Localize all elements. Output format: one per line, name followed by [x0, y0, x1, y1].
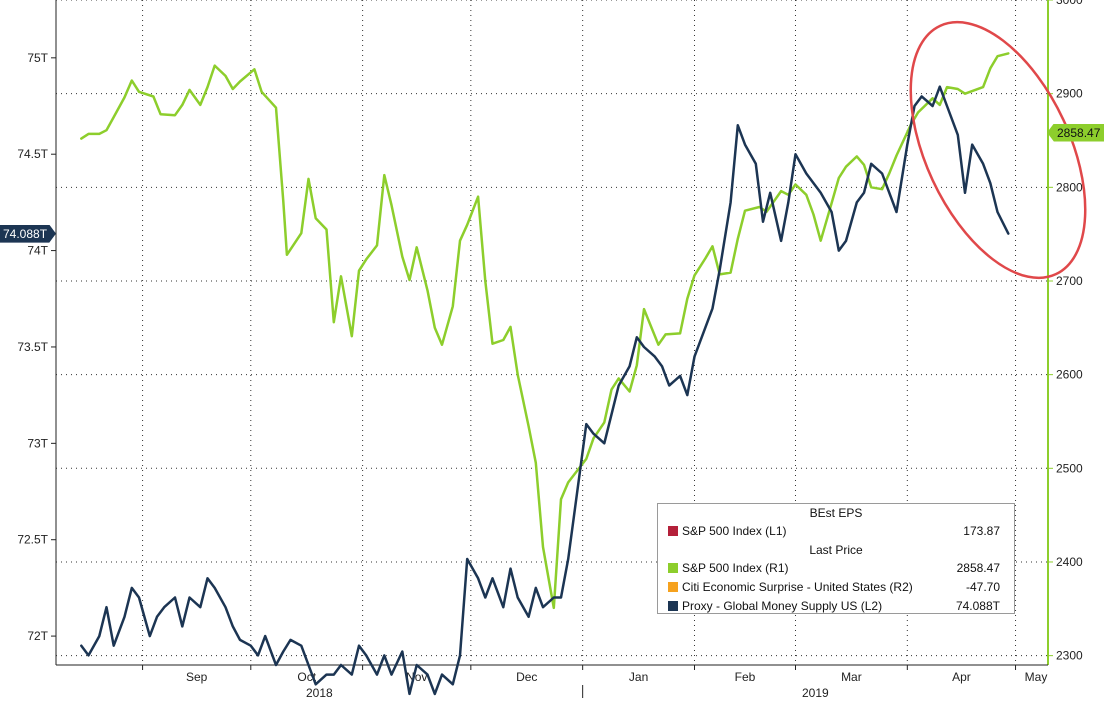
left-axis-tick-label: 74.5T [17, 147, 48, 161]
legend: BEst EPS S&P 500 Index (L1) 173.87 Last … [657, 503, 1015, 614]
left-axis-ticks: 72T 72.5T 73T 73.5T 74T 74.5T 75T [17, 51, 56, 643]
left-axis-tick-label: 75T [27, 51, 48, 65]
grid [56, 0, 1048, 665]
legend-swatch-money-supply [668, 601, 678, 611]
x-axis-year-label: 2018 [306, 686, 333, 700]
legend-value: 74.088T [955, 599, 1000, 613]
legend-swatch-sp500-l1 [668, 526, 678, 536]
legend-value: 173.87 [963, 524, 1000, 538]
right-axis-tick-label: 2600 [1056, 368, 1083, 382]
x-axis-month-label: Apr [952, 670, 971, 684]
last-value-tag-right: 2858.47 [1047, 123, 1104, 142]
x-axis-month-label: Dec [516, 670, 537, 684]
legend-group-title-best-eps: BEst EPS [809, 506, 863, 520]
legend-row-sp500-l1: S&P 500 Index (L1) 173.87 [658, 522, 1014, 541]
legend-row-sp500-r1: S&P 500 Index (R1) 2858.47 [658, 559, 1014, 578]
legend-group-title-last-price: Last Price [809, 543, 863, 557]
legend-label: S&P 500 Index (R1) [682, 561, 789, 575]
right-axis-tick-label: 2500 [1056, 461, 1083, 475]
right-axis-tick-label: 2900 [1056, 87, 1083, 101]
legend-swatch-sp500-r1 [668, 563, 678, 573]
x-axis-month-label: Feb [735, 670, 756, 684]
legend-label: Citi Economic Surprise - United States (… [682, 580, 913, 594]
series-lines [80, 52, 1010, 696]
legend-swatch-citi-surprise [668, 582, 678, 592]
right-axis-tick-label: 2300 [1056, 649, 1083, 663]
legend-value: 2858.47 [956, 561, 1000, 575]
right-axis-tick-label: 2700 [1056, 274, 1083, 288]
left-axis-tick-label: 73.5T [17, 340, 48, 354]
annotation-ellipse [909, 20, 1087, 280]
right-axis-tick-label: 2400 [1056, 555, 1083, 569]
legend-row-money-supply: Proxy - Global Money Supply US (L2) 74.0… [658, 597, 1014, 616]
right-axis-tick-label: 2800 [1056, 180, 1083, 194]
legend-label: Proxy - Global Money Supply US (L2) [682, 599, 883, 613]
series-line-money-supply [80, 85, 1010, 696]
right-axis-ticks: 2300 2400 2500 2600 2700 2800 2900 3000 [1048, 0, 1083, 663]
x-axis-month-label: Mar [841, 670, 862, 684]
left-axis-tick-label: 72.5T [17, 533, 48, 547]
series-line-sp500 [80, 52, 1010, 610]
left-axis-tick-label: 73T [27, 436, 48, 450]
last-value-tag-left: 74.088T [0, 224, 56, 243]
x-axis-month-label: Nov [406, 670, 427, 684]
x-axis-year-label: 2019 [802, 686, 829, 700]
x-axis-month-label: May [1025, 670, 1048, 684]
left-axis-tick-label: 74T [27, 244, 48, 258]
legend-label: S&P 500 Index (L1) [682, 524, 787, 538]
left-axis-tick-label: 72T [27, 629, 48, 643]
right-axis-tick-label: 3000 [1056, 0, 1083, 7]
legend-value: -47.70 [965, 580, 1000, 594]
x-axis-month-label: Sep [186, 670, 208, 684]
x-axis-month-label: Jan [629, 670, 648, 684]
legend-row-citi-surprise: Citi Economic Surprise - United States (… [658, 578, 1014, 597]
